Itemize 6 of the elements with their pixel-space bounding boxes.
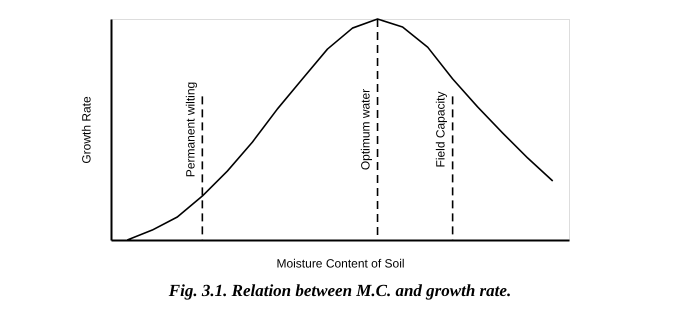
x-axis-title: Moisture Content of Soil [276,256,405,270]
annotation: Field Capacity [434,91,448,168]
y-axis-title: Growth Rate [80,96,94,164]
annotation: Optimum water [358,88,373,170]
annotation: Permanent wilting [183,82,198,178]
text: Fig. 3.1. Relation between M.C. and growth rate. [168,281,512,300]
